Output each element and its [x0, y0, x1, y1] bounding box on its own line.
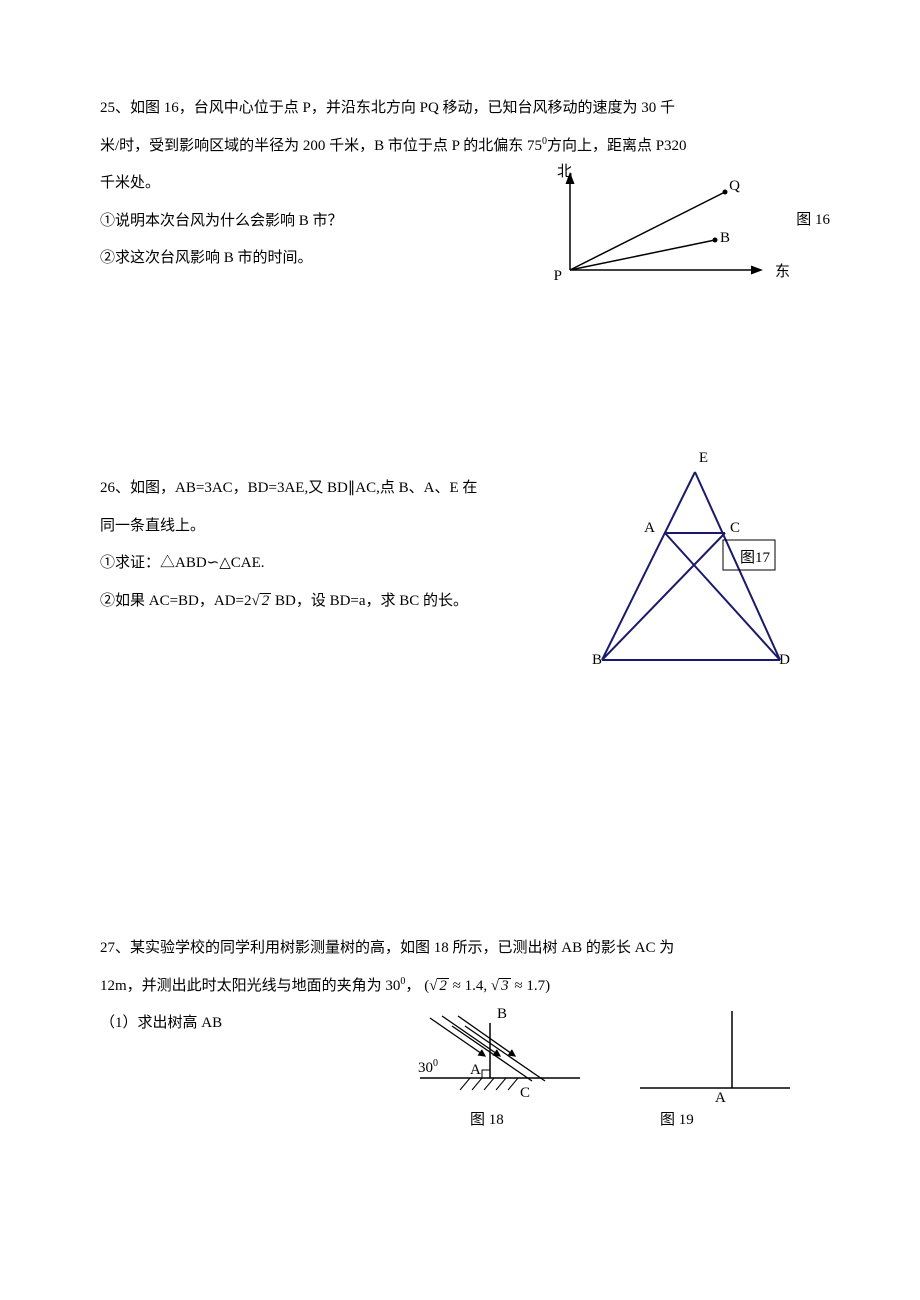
p25-line2: 米/时，受到影响区域的半径为 200 千米，B 市位于点 P 的北偏东 750方…: [100, 128, 820, 166]
fig18-B: B: [497, 1006, 507, 1023]
p25-num: 25、: [100, 100, 130, 116]
p26-line3: ①求证：△ABD∽△CAE.: [100, 545, 560, 583]
p27-num: 27、: [100, 940, 130, 956]
fig16-P: P: [554, 268, 562, 285]
problem-25: 25、如图 16，台风中心位于点 P，并沿东北方向 PQ 移动，已知台风移动的速…: [100, 90, 820, 370]
figure-16: [550, 170, 810, 290]
fig17-caption: 图17: [740, 546, 770, 567]
p25-line4: ①说明本次台风为什么会影响 B 市？: [100, 203, 440, 241]
p27-line3: （1）求出树高 AB: [100, 1005, 400, 1043]
page: 25、如图 16，台风中心位于点 P，并沿东北方向 PQ 移动，已知台风移动的速…: [0, 0, 920, 1270]
p26-num: 26、: [100, 480, 130, 496]
p26-line4: ②如果 AC=BD，AD=2√2 BD，设 BD=a，求 BC 的长。: [100, 583, 560, 621]
p25-line1: 25、如图 16，台风中心位于点 P，并沿东北方向 PQ 移动，已知台风移动的速…: [100, 90, 820, 128]
fig18-A: A: [470, 1062, 481, 1079]
fig16-caption: 图 16: [796, 208, 830, 229]
fig16-Q: Q: [729, 178, 740, 195]
fig16-east: 东: [775, 260, 790, 281]
fig18-caption: 图 18: [470, 1108, 504, 1129]
p26-line1: 26、如图，AB=3AC，BD=3AE,又 BD∥AC,点 B、A、E 在: [100, 470, 560, 508]
problem-26: 26、如图，AB=3AC，BD=3AE,又 BD∥AC,点 B、A、E 在 同一…: [100, 470, 820, 780]
fig17-B: B: [592, 652, 602, 669]
problem-27: 27、某实验学校的同学利用树影测量树的高，如图 18 所示，已测出树 AB 的影…: [100, 930, 820, 1190]
fig16-B: B: [720, 230, 730, 247]
fig17-E: E: [699, 450, 708, 467]
fig18-C: C: [520, 1085, 530, 1102]
fig19-A: A: [715, 1090, 726, 1107]
fig17-A: A: [644, 520, 655, 537]
fig17-D: D: [779, 652, 790, 669]
figure-19: [630, 1008, 800, 1128]
p25-line5: ②求这次台风影响 B 市的时间。: [100, 240, 440, 278]
figure-17: [580, 460, 810, 675]
p27-line1: 27、某实验学校的同学利用树影测量树的高，如图 18 所示，已测出树 AB 的影…: [100, 930, 820, 968]
fig18-angle: 300: [418, 1058, 438, 1077]
p26-line2: 同一条直线上。: [100, 508, 560, 546]
p27-line2: 12m，并测出此时太阳光线与地面的夹角为 300， (√2 ≈ 1.4, √3 …: [100, 968, 820, 1006]
fig16-north: 北: [557, 160, 572, 181]
fig19-caption: 图 19: [660, 1108, 694, 1129]
fig17-C: C: [730, 520, 740, 537]
